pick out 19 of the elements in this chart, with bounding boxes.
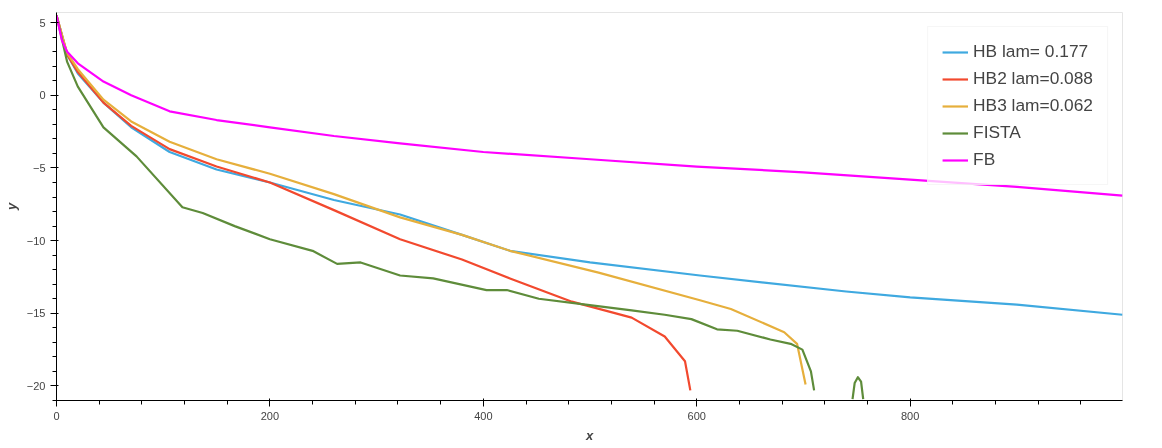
- y-tick-label: 5: [39, 16, 46, 29]
- x-tick-label: 600: [687, 409, 706, 422]
- x-tick-label: 0: [53, 409, 60, 422]
- y-tick-label: 0: [39, 89, 46, 102]
- y-tick-label: −20: [26, 379, 46, 392]
- line-series: [56, 14, 1123, 197]
- y-tick-label: −5: [32, 161, 46, 174]
- x-tick-label: 200: [260, 409, 280, 422]
- x-axis-title: x: [584, 427, 594, 443]
- legend-label: FISTA: [973, 122, 1021, 143]
- legend-label: HB2 lam=0.088: [973, 68, 1093, 89]
- legend-label: HB3 lam=0.062: [973, 95, 1093, 116]
- x-tick-label: 800: [900, 409, 920, 422]
- legend-label: FB: [973, 149, 996, 170]
- y-axis-title: y: [3, 202, 19, 212]
- y-tick-label: −15: [26, 307, 46, 320]
- x-tick-label: 400: [474, 409, 493, 422]
- legend-label: HB lam= 0.177: [973, 41, 1089, 62]
- y-tick-label: −10: [26, 234, 46, 247]
